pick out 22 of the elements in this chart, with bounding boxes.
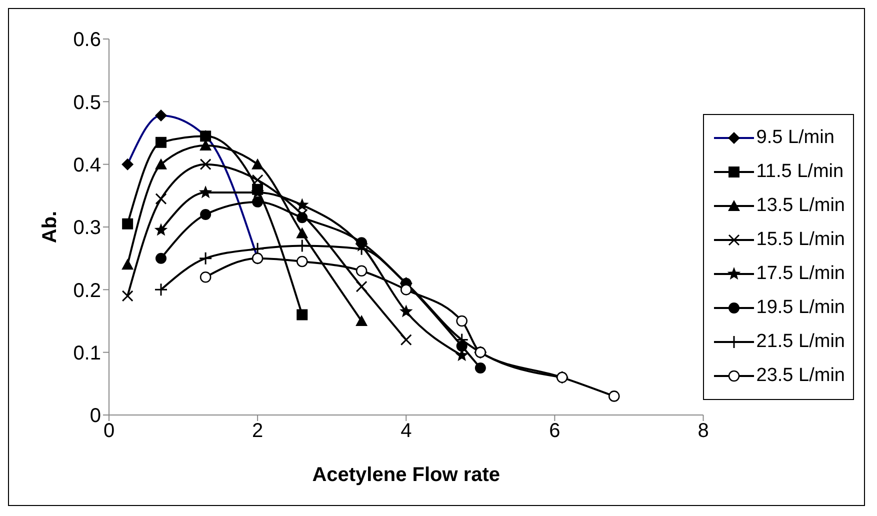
x-tick-label: 6 (549, 420, 560, 442)
x-tick-label: 0 (103, 420, 115, 442)
y-tick-label: 0 (90, 405, 101, 428)
x-tick-label: 2 (252, 420, 264, 442)
legend-label: 11.5 L/min (756, 161, 844, 183)
legend-label: 19.5 L/min (756, 297, 845, 319)
x-tick-label: 8 (698, 420, 709, 442)
legend-label: 21.5 L/min (756, 331, 845, 353)
y-tick-label: 0.6 (73, 29, 101, 52)
x-tick-label: 4 (400, 420, 412, 442)
legend-label: 17.5 L/min (756, 263, 845, 285)
y-tick-label: 0.3 (73, 217, 101, 240)
y-tick-label: 0.5 (73, 92, 101, 114)
legend-label: 9.5 L/min (756, 127, 834, 149)
y-axis-title: Ab. (39, 210, 62, 244)
y-tick-label: 0.1 (73, 342, 101, 364)
y-tick-label: 0.4 (73, 154, 101, 176)
legend-label: 23.5 L/min (756, 365, 845, 387)
legend-label: 13.5 L/min (756, 195, 845, 217)
legend-label: 15.5 L/min (756, 229, 845, 251)
y-tick-label: 0.2 (73, 280, 101, 302)
x-axis-title: Acetylene Flow rate (312, 464, 500, 486)
